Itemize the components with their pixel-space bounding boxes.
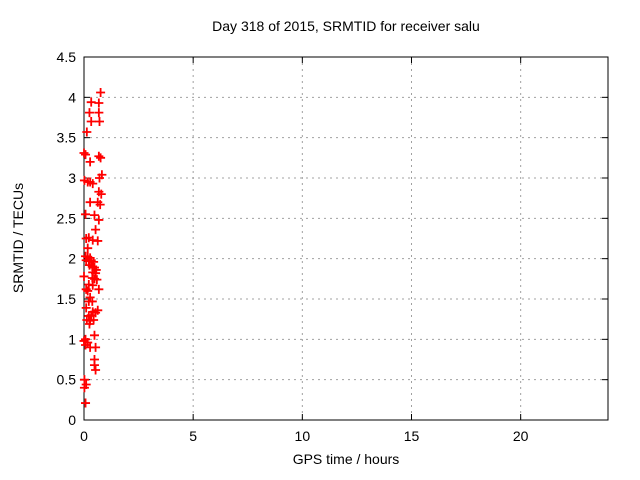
data-point-marker bbox=[84, 108, 94, 118]
data-point-marker bbox=[92, 275, 102, 285]
x-tick-label: 20 bbox=[513, 428, 529, 444]
x-tick-label: 5 bbox=[189, 428, 197, 444]
plot-border bbox=[83, 56, 609, 421]
y-tick-label: 1 bbox=[68, 331, 76, 347]
data-point-marker bbox=[81, 340, 91, 350]
y-tick-label: 2 bbox=[68, 251, 76, 267]
data-point-marker bbox=[82, 127, 92, 137]
data-point-marker bbox=[84, 319, 94, 329]
data-point-marker bbox=[79, 375, 89, 385]
y-tick-label: 3.5 bbox=[57, 130, 77, 146]
y-tick-label: 4.5 bbox=[57, 49, 77, 65]
data-point-marker bbox=[81, 209, 91, 219]
data-point-marker bbox=[91, 365, 101, 375]
y-tick-label: 0.5 bbox=[57, 372, 77, 388]
data-point-marker bbox=[95, 200, 105, 210]
y-tick-label: 1.5 bbox=[57, 291, 77, 307]
data-point-marker bbox=[81, 284, 91, 294]
data-point-marker bbox=[94, 108, 104, 118]
data-point-marker bbox=[95, 173, 105, 183]
y-tick-label: 3 bbox=[68, 170, 76, 186]
data-point-marker bbox=[96, 87, 106, 97]
x-tick-label: 15 bbox=[404, 428, 420, 444]
data-point-marker bbox=[88, 280, 98, 290]
data-point-marker bbox=[89, 330, 99, 340]
x-tick-label: 0 bbox=[80, 428, 88, 444]
data-point-marker bbox=[79, 148, 89, 158]
data-point-marker bbox=[83, 243, 93, 253]
data-point-marker bbox=[81, 150, 91, 160]
chart-title: Day 318 of 2015, SRMTID for receiver sal… bbox=[212, 18, 480, 34]
data-point-marker bbox=[83, 286, 93, 296]
data-point-marker bbox=[94, 215, 104, 225]
data-point-marker bbox=[89, 315, 99, 325]
data-point-marker bbox=[94, 98, 104, 108]
data-point-marker bbox=[95, 117, 105, 127]
data-point-marker bbox=[91, 225, 101, 235]
data-point-marker bbox=[94, 151, 104, 161]
data-point-marker bbox=[81, 398, 91, 408]
data-point-marker bbox=[79, 383, 89, 393]
data-point-marker bbox=[91, 342, 101, 352]
data-point-marker bbox=[91, 268, 101, 278]
y-tick-label: 4 bbox=[68, 89, 76, 105]
data-point-marker bbox=[79, 271, 89, 281]
data-point-marker bbox=[85, 157, 95, 167]
data-point-marker bbox=[81, 303, 91, 313]
data-point-marker bbox=[85, 197, 95, 207]
data-point-marker bbox=[87, 296, 97, 306]
y-tick-label: 2.5 bbox=[57, 210, 77, 226]
data-point-marker bbox=[93, 236, 103, 246]
data-point-marker bbox=[89, 210, 99, 220]
data-point-marker bbox=[86, 117, 96, 127]
data-point-marker bbox=[94, 284, 104, 294]
x-axis-label: GPS time / hours bbox=[292, 451, 400, 467]
y-tick-label: 0 bbox=[68, 412, 76, 428]
data-point-marker bbox=[86, 310, 96, 320]
data-point-marker bbox=[89, 360, 99, 370]
data-point-marker bbox=[96, 153, 106, 163]
data-point-marker bbox=[88, 179, 98, 189]
x-tick-label: 10 bbox=[295, 428, 311, 444]
data-point-marker bbox=[96, 189, 106, 199]
data-point-marker bbox=[86, 97, 96, 107]
